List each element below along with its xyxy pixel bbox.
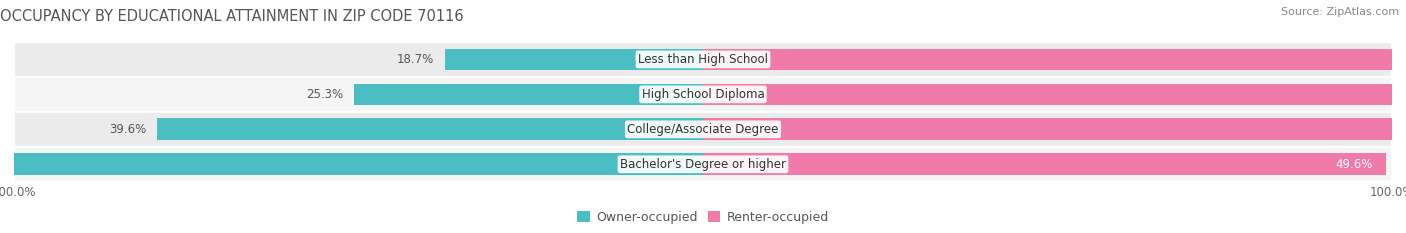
FancyBboxPatch shape — [14, 77, 1392, 112]
Text: 25.3%: 25.3% — [307, 88, 343, 101]
FancyBboxPatch shape — [14, 147, 1392, 182]
Bar — [703, 84, 1406, 105]
Text: College/Associate Degree: College/Associate Degree — [627, 123, 779, 136]
Text: 18.7%: 18.7% — [396, 53, 434, 66]
Bar — [703, 49, 1406, 70]
Text: Bachelor's Degree or higher: Bachelor's Degree or higher — [620, 158, 786, 171]
Bar — [703, 118, 1406, 140]
FancyBboxPatch shape — [14, 42, 1392, 77]
Text: 49.6%: 49.6% — [1336, 158, 1372, 171]
Text: Less than High School: Less than High School — [638, 53, 768, 66]
Text: OCCUPANCY BY EDUCATIONAL ATTAINMENT IN ZIP CODE 70116: OCCUPANCY BY EDUCATIONAL ATTAINMENT IN Z… — [0, 9, 464, 24]
Text: High School Diploma: High School Diploma — [641, 88, 765, 101]
Bar — [446, 49, 703, 70]
Bar — [8, 154, 703, 175]
Legend: Owner-occupied, Renter-occupied: Owner-occupied, Renter-occupied — [572, 206, 834, 229]
Text: 39.6%: 39.6% — [110, 123, 146, 136]
Bar — [354, 84, 703, 105]
Bar — [703, 154, 1386, 175]
Bar — [157, 118, 703, 140]
Text: Source: ZipAtlas.com: Source: ZipAtlas.com — [1281, 7, 1399, 17]
FancyBboxPatch shape — [14, 112, 1392, 147]
